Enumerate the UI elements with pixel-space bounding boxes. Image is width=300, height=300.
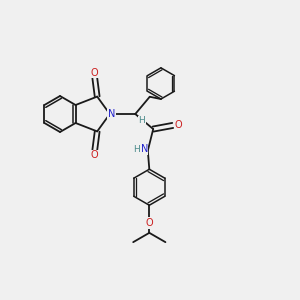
- Text: O: O: [146, 218, 153, 228]
- Text: O: O: [91, 68, 99, 78]
- Text: H: H: [139, 116, 145, 125]
- Text: H: H: [133, 145, 140, 154]
- Text: O: O: [175, 120, 182, 130]
- Text: N: N: [140, 144, 148, 154]
- Text: O: O: [91, 150, 99, 161]
- Text: N: N: [108, 109, 115, 119]
